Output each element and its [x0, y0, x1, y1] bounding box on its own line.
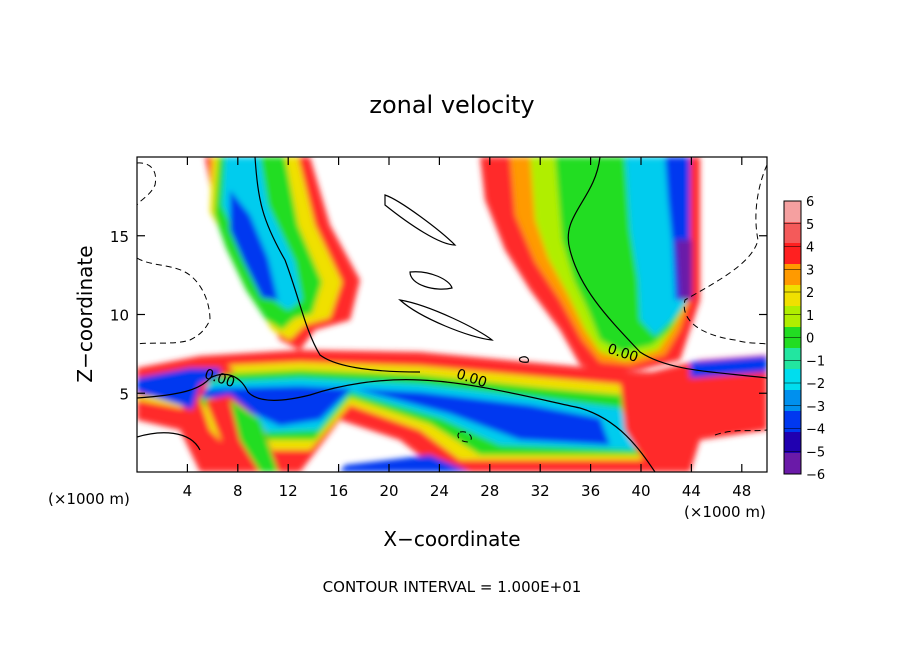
- x-tick-label: 12: [279, 482, 298, 500]
- colorbar-swatch: [784, 411, 801, 433]
- x-tick-label: 44: [682, 482, 701, 500]
- x-unit-left: (×1000 m): [48, 490, 130, 508]
- colorbar-swatch: [784, 453, 801, 475]
- x-axis-label: X−coordinate: [383, 527, 520, 551]
- y-axis-label: Z−coordinate: [73, 245, 97, 382]
- colorbar-swatch: [784, 243, 801, 265]
- colorbar-label: 1: [806, 309, 814, 324]
- colorbar-swatch: [784, 390, 801, 412]
- colorbar-swatch: [784, 222, 801, 244]
- colorbar-label: 3: [806, 263, 814, 278]
- x-tick-label: 28: [480, 482, 499, 500]
- x-axis: 4 8 12 16 20 24 28 32 36 40 44 48: [183, 157, 751, 500]
- colorbar-label: −4: [806, 423, 825, 438]
- colorbar-swatch: [784, 201, 801, 223]
- x-tick-label: 4: [183, 482, 193, 500]
- colorbar: 6 5 4 3 2 1 0 −1 −2 −3 −4 −5 −6: [783, 195, 825, 483]
- velocity-field: [137, 157, 767, 472]
- colorbar-swatch: [784, 264, 801, 286]
- y-axis: 5 10 15: [110, 228, 767, 403]
- contour-interval-note: CONTOUR INTERVAL = 1.000E+01: [323, 578, 582, 596]
- colorbar-label: 5: [806, 218, 814, 233]
- y-tick-label: 10: [110, 307, 129, 325]
- colorbar-swatch: [784, 306, 801, 328]
- x-tick-label: 20: [379, 482, 398, 500]
- colorbar-label: −1: [806, 354, 825, 369]
- y-tick-label: 5: [119, 385, 129, 403]
- colorbar-label: 4: [806, 241, 814, 256]
- x-unit-right: (×1000 m): [684, 503, 766, 521]
- colorbar-label: −3: [806, 400, 825, 415]
- chart-title: zonal velocity: [369, 91, 534, 119]
- x-tick-label: 36: [581, 482, 600, 500]
- x-tick-label: 16: [329, 482, 348, 500]
- colorbar-label: −2: [806, 377, 825, 392]
- colorbar-label: 6: [806, 195, 814, 210]
- x-tick-label: 48: [732, 482, 751, 500]
- colorbar-swatch: [784, 285, 801, 307]
- colorbar-label: 0: [806, 332, 814, 347]
- colorbar-swatch: [784, 348, 801, 370]
- x-tick-label: 8: [233, 482, 243, 500]
- colorbar-swatch: [784, 369, 801, 391]
- colorbar-label: −6: [806, 468, 825, 483]
- x-tick-label: 24: [430, 482, 449, 500]
- x-tick-label: 40: [631, 482, 650, 500]
- x-tick-label: 32: [531, 482, 550, 500]
- colorbar-swatch: [784, 432, 801, 454]
- y-tick-label: 15: [110, 228, 129, 246]
- colorbar-label: −5: [806, 445, 825, 460]
- colorbar-label: 2: [806, 286, 814, 301]
